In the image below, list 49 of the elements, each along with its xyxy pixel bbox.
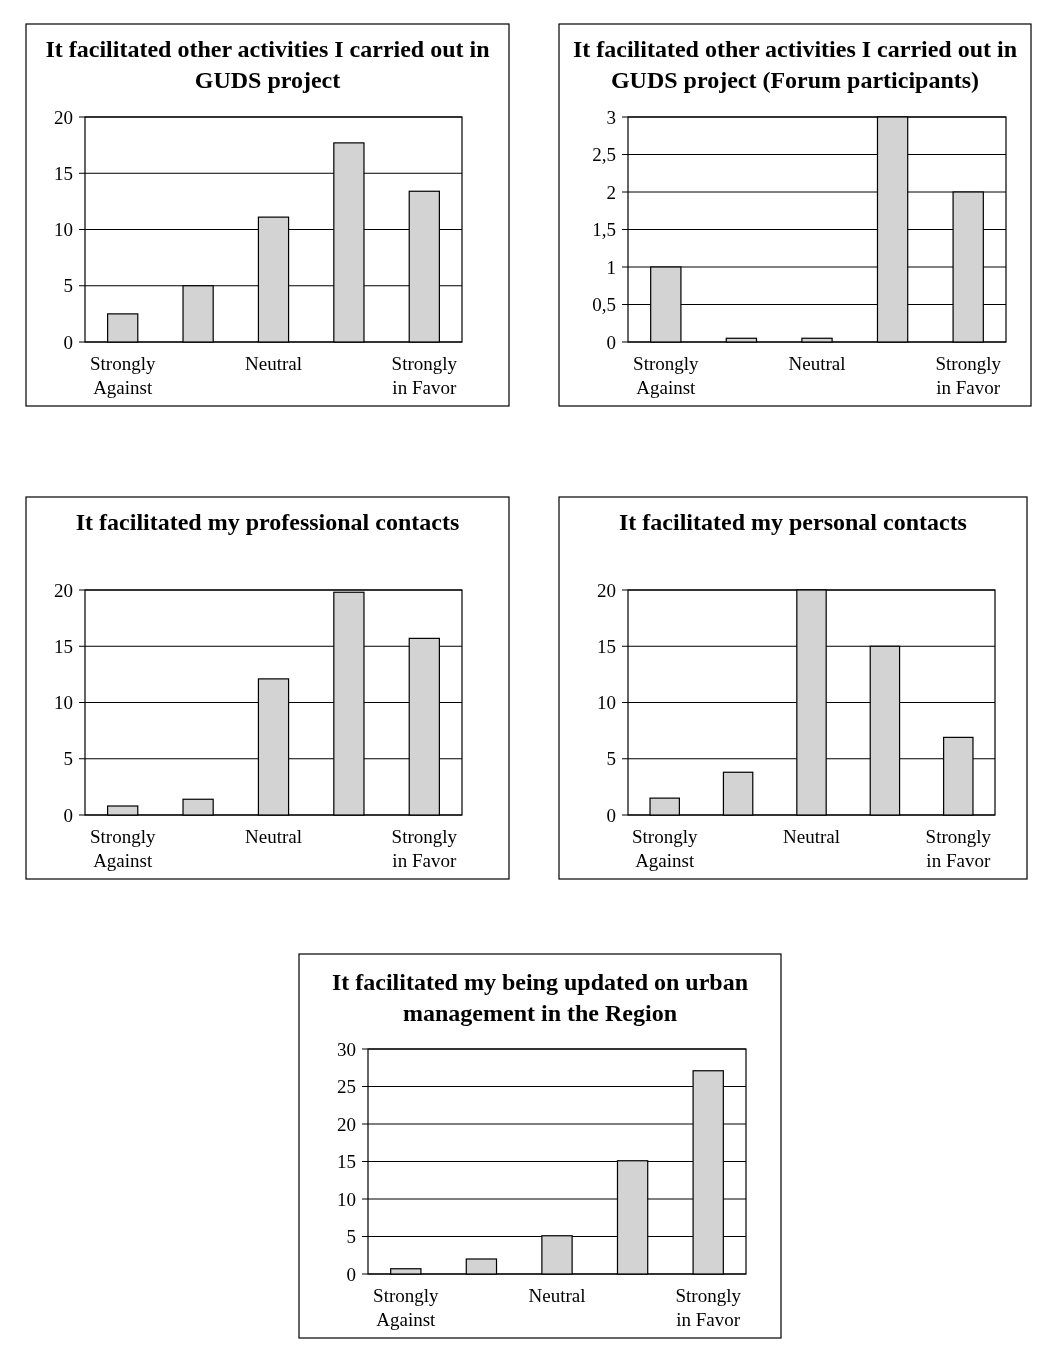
- y-tick-label: 20: [337, 1113, 356, 1135]
- y-tick-label: 0,5: [592, 294, 616, 316]
- chart-title: It facilitated my being updated on urban management in the Region: [331, 969, 749, 1026]
- y-tick-label: 30: [337, 1038, 356, 1060]
- x-tick-label: Strongly Against: [89, 353, 156, 398]
- x-tick-label: Strongly in Favor: [391, 353, 458, 398]
- chart-title: It facilitated my professional contacts: [75, 509, 460, 535]
- y-tick-label: 15: [54, 635, 73, 657]
- y-tick-label: 25: [337, 1076, 356, 1098]
- y-tick-label: 1: [606, 256, 616, 278]
- y-tick-label: 10: [597, 692, 616, 714]
- x-tick-label: Neutral: [528, 1285, 586, 1306]
- x-tick-label: Strongly in Favor: [925, 826, 992, 871]
- y-tick-label: 2: [606, 181, 616, 203]
- x-tick-label: Neutral: [245, 353, 302, 374]
- x-tick-label: Strongly in Favor: [675, 1285, 742, 1330]
- x-tick-label: Strongly Against: [373, 1285, 440, 1330]
- y-tick-label: 3: [606, 106, 616, 128]
- y-tick-label: 10: [54, 692, 73, 714]
- y-tick-label: 5: [63, 275, 73, 297]
- chart-title: It facilitated other activities I carried out in GUDS project: [45, 36, 490, 93]
- chart-title: It facilitated other activities I carried out in GUDS project (Forum participants): [572, 36, 1018, 93]
- x-tick-label: Neutral: [783, 826, 840, 847]
- y-tick-label: 20: [54, 579, 73, 601]
- y-tick-label: 0: [346, 1263, 356, 1285]
- x-tick-label: Strongly Against: [89, 826, 156, 871]
- y-tick-label: 10: [54, 219, 73, 241]
- y-tick-label: 5: [63, 748, 73, 770]
- y-tick-label: 0: [606, 331, 616, 353]
- y-tick-label: 20: [597, 579, 616, 601]
- y-tick-label: 5: [606, 748, 616, 770]
- y-tick-label: 2,5: [592, 144, 616, 166]
- y-tick-label: 0: [63, 331, 73, 353]
- chart-title: It facilitated my personal contacts: [619, 509, 967, 535]
- x-tick-label: Strongly in Favor: [935, 353, 1002, 398]
- y-tick-label: 10: [337, 1188, 356, 1210]
- y-tick-label: 15: [597, 635, 616, 657]
- x-tick-label: Strongly Against: [631, 826, 698, 871]
- y-tick-label: 0: [606, 804, 616, 826]
- x-tick-label: Strongly in Favor: [391, 826, 458, 871]
- y-tick-label: 1,5: [592, 219, 616, 241]
- y-tick-label: 5: [346, 1226, 356, 1248]
- y-tick-label: 20: [54, 106, 73, 128]
- x-tick-label: Neutral: [245, 826, 302, 847]
- x-tick-label: Neutral: [788, 353, 846, 374]
- y-tick-label: 0: [63, 804, 73, 826]
- y-tick-label: 15: [337, 1151, 356, 1173]
- y-tick-label: 15: [54, 162, 73, 184]
- x-tick-label: Strongly Against: [633, 353, 700, 398]
